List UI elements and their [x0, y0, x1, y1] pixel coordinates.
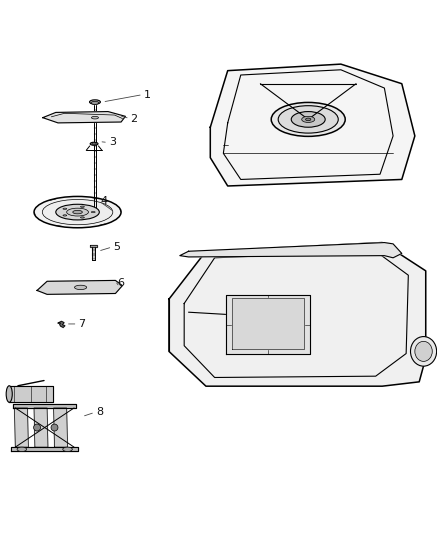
Polygon shape [169, 243, 426, 386]
Text: 2: 2 [131, 114, 138, 124]
Ellipse shape [91, 212, 95, 213]
Ellipse shape [291, 111, 325, 127]
Ellipse shape [81, 206, 85, 207]
Text: 5: 5 [113, 242, 120, 252]
Ellipse shape [302, 116, 315, 123]
Ellipse shape [63, 447, 72, 451]
Ellipse shape [415, 341, 432, 361]
Polygon shape [90, 245, 97, 247]
Polygon shape [14, 408, 28, 447]
Ellipse shape [42, 199, 113, 225]
Ellipse shape [6, 386, 12, 402]
Ellipse shape [89, 100, 100, 104]
Text: 1: 1 [144, 90, 151, 100]
Polygon shape [210, 64, 415, 186]
Polygon shape [53, 408, 67, 447]
Ellipse shape [81, 217, 85, 218]
Ellipse shape [92, 143, 96, 144]
Circle shape [34, 424, 41, 431]
Text: 7: 7 [78, 319, 85, 329]
Ellipse shape [74, 285, 87, 289]
Ellipse shape [271, 102, 345, 136]
Ellipse shape [278, 106, 338, 133]
Text: 3: 3 [109, 138, 116, 148]
Ellipse shape [91, 101, 99, 104]
Circle shape [51, 424, 58, 431]
Ellipse shape [73, 211, 82, 214]
Polygon shape [34, 408, 48, 447]
Text: 6: 6 [117, 278, 124, 288]
Polygon shape [232, 298, 304, 349]
Polygon shape [11, 447, 78, 451]
Polygon shape [226, 295, 311, 354]
Ellipse shape [17, 447, 27, 451]
Polygon shape [58, 321, 65, 327]
Ellipse shape [90, 142, 98, 146]
Ellipse shape [63, 215, 67, 216]
Ellipse shape [67, 208, 88, 216]
Ellipse shape [56, 204, 99, 220]
Polygon shape [43, 111, 125, 123]
Ellipse shape [34, 197, 121, 228]
Polygon shape [180, 243, 402, 258]
Text: 8: 8 [96, 407, 103, 417]
Polygon shape [9, 386, 53, 402]
Ellipse shape [306, 118, 311, 120]
Ellipse shape [92, 116, 99, 119]
Ellipse shape [410, 336, 437, 366]
Polygon shape [37, 280, 122, 294]
Text: 4: 4 [100, 196, 107, 206]
Ellipse shape [63, 208, 67, 209]
Polygon shape [13, 403, 76, 408]
